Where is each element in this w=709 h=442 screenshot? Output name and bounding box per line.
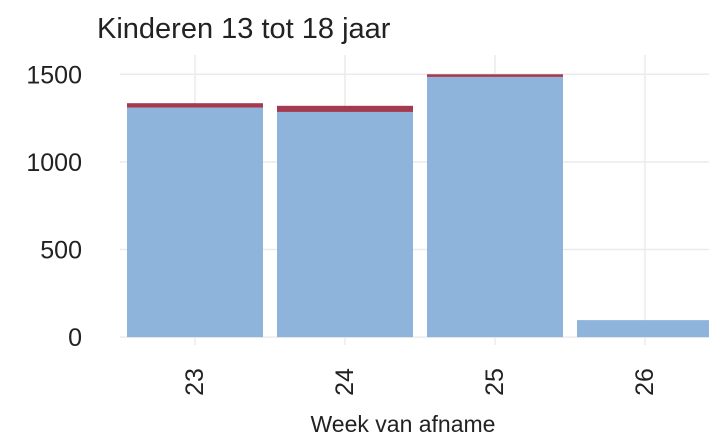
x-tick-label: 23 bbox=[181, 368, 209, 396]
y-tick-label: 1000 bbox=[26, 149, 82, 177]
bar-segment bbox=[277, 105, 413, 112]
bar-segment bbox=[427, 74, 563, 77]
bar-segment bbox=[277, 111, 413, 338]
bars bbox=[127, 74, 709, 338]
x-tick-label: 26 bbox=[631, 368, 659, 396]
bar-segment bbox=[127, 107, 263, 338]
chart-title: Kinderen 13 tot 18 jaar bbox=[97, 13, 391, 45]
bar-segment bbox=[127, 103, 263, 108]
x-axis-label: Week van afname bbox=[311, 411, 496, 437]
x-tick-label: 24 bbox=[331, 368, 359, 396]
y-tick-label: 0 bbox=[68, 324, 82, 352]
y-tick-label: 500 bbox=[40, 237, 82, 265]
bar-segment bbox=[427, 76, 563, 338]
bar-segment bbox=[577, 320, 709, 338]
y-tick-label: 1500 bbox=[26, 61, 82, 89]
x-tick-label: 25 bbox=[481, 368, 509, 396]
